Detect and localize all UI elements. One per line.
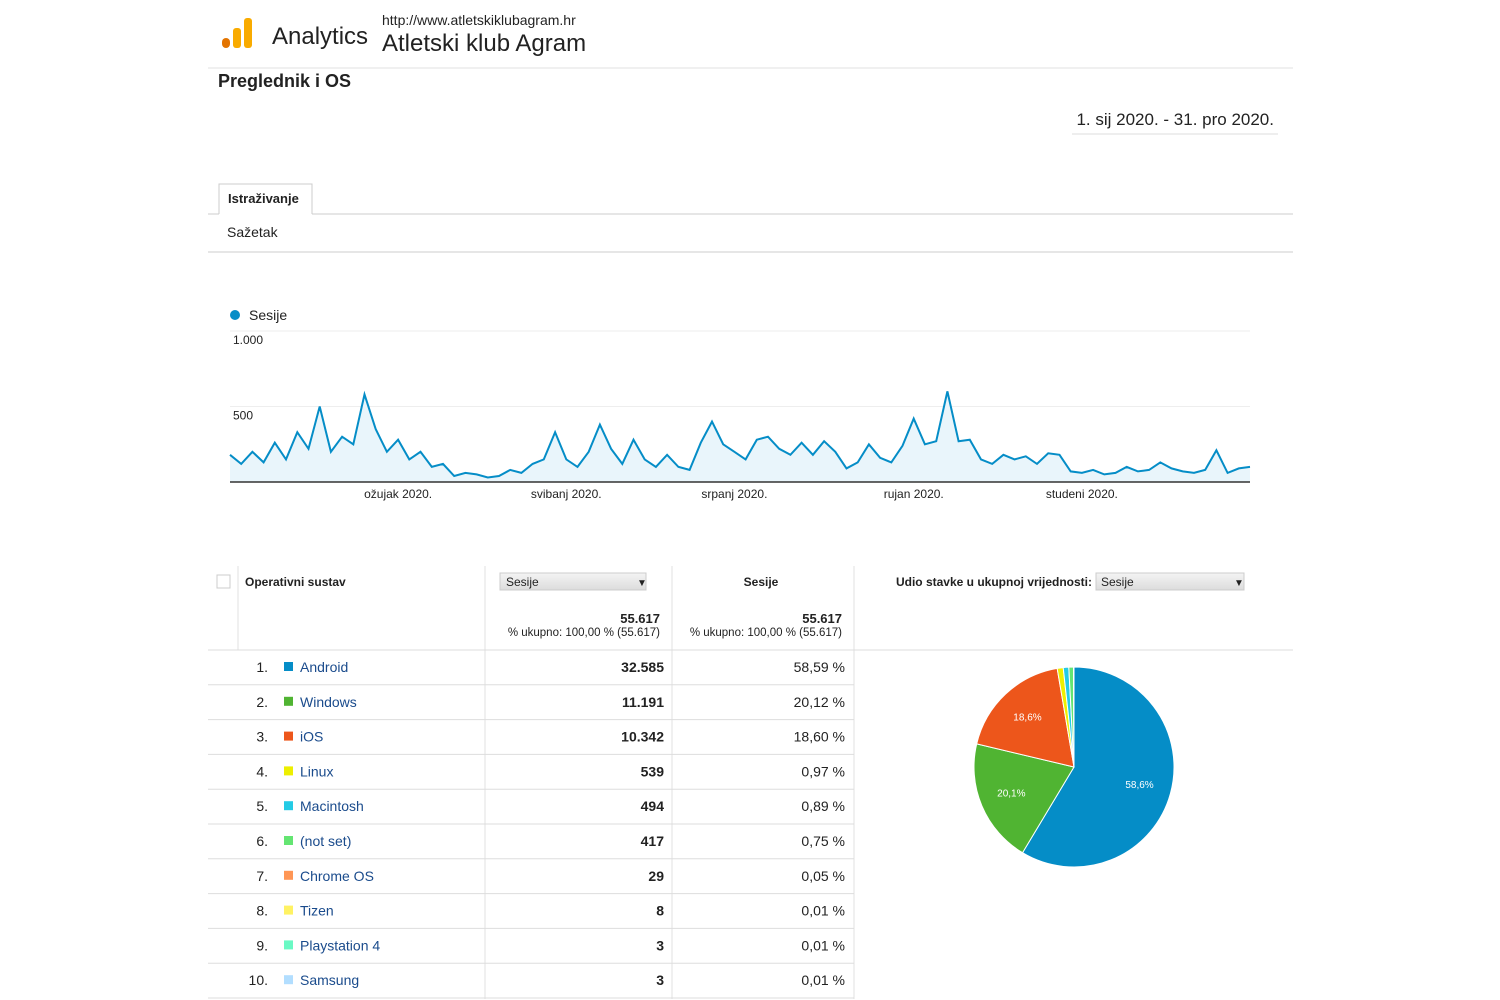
- site-url: http://www.atletskiklubagram.hr: [382, 12, 576, 28]
- pie-label: 58,6%: [1125, 780, 1153, 791]
- row-swatch: [284, 836, 293, 845]
- pie-chart: 58,6% 20,1% 18,6%: [973, 666, 1175, 868]
- property-name: Atletski klub Agram: [382, 30, 586, 57]
- row-share: 0,97 %: [801, 763, 845, 779]
- row-share: 0,01 %: [801, 903, 845, 919]
- product-name: Analytics: [272, 23, 368, 50]
- row-rank: 10.: [249, 972, 268, 988]
- row-name[interactable]: iOS: [300, 729, 323, 745]
- total-note: % ukupno: 100,00 % (55.617): [508, 627, 660, 639]
- row-rank: 3.: [256, 729, 268, 745]
- row-swatch: [284, 870, 293, 880]
- pie-label: 18,6%: [1013, 712, 1041, 723]
- row-rank: 2.: [256, 694, 268, 710]
- row-rank: 6.: [256, 833, 268, 849]
- row-swatch: [284, 905, 293, 915]
- select-arrow: ▼: [637, 578, 647, 589]
- share-select[interactable]: [1095, 572, 1245, 591]
- row-swatch: [284, 662, 293, 671]
- row-sessions: 417: [641, 833, 665, 849]
- x-tick-label: srpanj 2020.: [701, 487, 767, 501]
- row-name[interactable]: Tizen: [300, 903, 334, 919]
- legend-marker: [230, 310, 240, 320]
- row-swatch: [284, 696, 293, 706]
- x-tick-label: ožujak 2020.: [364, 487, 432, 501]
- checkbox[interactable]: [216, 574, 231, 589]
- share-select-label: Sesije: [1101, 575, 1134, 589]
- metric-select[interactable]: [499, 572, 647, 591]
- pie-label: 20,1%: [997, 788, 1025, 799]
- row-swatch: [284, 766, 293, 776]
- row-swatch: [284, 940, 293, 950]
- row-sessions: 11.191: [622, 694, 664, 710]
- row-sessions: 494: [641, 798, 665, 814]
- row-name[interactable]: Windows: [300, 694, 357, 710]
- total-value: 55.617: [802, 611, 842, 626]
- row-name[interactable]: Macintosh: [300, 798, 364, 814]
- page-title: Preglednik i OS: [218, 71, 351, 91]
- row-rank: 8.: [256, 903, 268, 919]
- row-name[interactable]: (not set): [300, 833, 351, 849]
- column-header: Udio stavke u ukupnoj vrijednosti:: [896, 575, 1092, 589]
- row-sessions: 8: [656, 903, 664, 919]
- pie-slice: [1021, 666, 1175, 868]
- metric-select-label: Sesije: [506, 575, 539, 589]
- row-share: 18,60 %: [794, 729, 845, 745]
- row-share: 58,59 %: [794, 659, 845, 675]
- y-tick-label: 500: [233, 409, 253, 423]
- row-rank: 5.: [256, 798, 268, 814]
- row-rank: 4.: [256, 763, 268, 779]
- subtab[interactable]: Sažetak: [227, 224, 279, 240]
- row-sessions: 539: [641, 763, 665, 779]
- total-note: % ukupno: 100,00 % (55.617): [690, 627, 842, 639]
- logo: [222, 18, 252, 48]
- x-tick-label: svibanj 2020.: [531, 487, 602, 501]
- tab-frame: [218, 183, 313, 214]
- column-header: Operativni sustav: [245, 575, 346, 589]
- row-share: 0,89 %: [801, 798, 845, 814]
- row-share: 0,75 %: [801, 833, 845, 849]
- table: Operativni sustav Sesije ▼ Sesije Udio s…: [208, 566, 1293, 999]
- row-share: 0,01 %: [801, 937, 845, 953]
- row-sessions: 10.342: [621, 729, 664, 745]
- pie-slice: [973, 743, 1075, 854]
- row-swatch: [284, 801, 293, 811]
- row-rank: 7.: [256, 868, 268, 884]
- row-sessions: 32.585: [621, 659, 664, 675]
- row-share: 20,12 %: [794, 694, 845, 710]
- x-tick-label: rujan 2020.: [884, 487, 944, 501]
- pie-slice: [976, 667, 1075, 768]
- x-tick-label: studeni 2020.: [1046, 487, 1118, 501]
- row-name[interactable]: Chrome OS: [300, 868, 374, 884]
- row-rank: 1.: [256, 659, 268, 675]
- y-tick-label: 1.000: [233, 333, 263, 347]
- select-arrow: ▼: [1234, 578, 1244, 589]
- line: [229, 390, 1251, 479]
- row-name[interactable]: Android: [300, 659, 348, 675]
- line-chart: 500 1.000 ožujak 2020. svibanj 2020. srpanj …: [229, 307, 1251, 501]
- row-sessions: 3: [656, 937, 664, 953]
- row-share: 0,05 %: [801, 868, 845, 884]
- row-rank: 9.: [256, 937, 268, 953]
- row-name[interactable]: Samsung: [300, 972, 359, 988]
- area: [230, 391, 1250, 482]
- row-name[interactable]: Linux: [300, 763, 333, 779]
- date-range[interactable]: 1. sij 2020. - 31. pro 2020.: [1076, 110, 1274, 129]
- total-value: 55.617: [620, 611, 660, 626]
- tab[interactable]: Istraživanje: [228, 191, 299, 206]
- row-share: 0,01 %: [801, 972, 845, 988]
- row-name[interactable]: Playstation 4: [300, 937, 380, 953]
- row-sessions: 3: [656, 972, 664, 988]
- column-header: Sesije: [744, 575, 779, 589]
- row-sessions: 29: [648, 868, 664, 884]
- legend-label: Sesije: [249, 307, 287, 323]
- row-swatch: [284, 975, 293, 985]
- row-swatch: [284, 731, 293, 741]
